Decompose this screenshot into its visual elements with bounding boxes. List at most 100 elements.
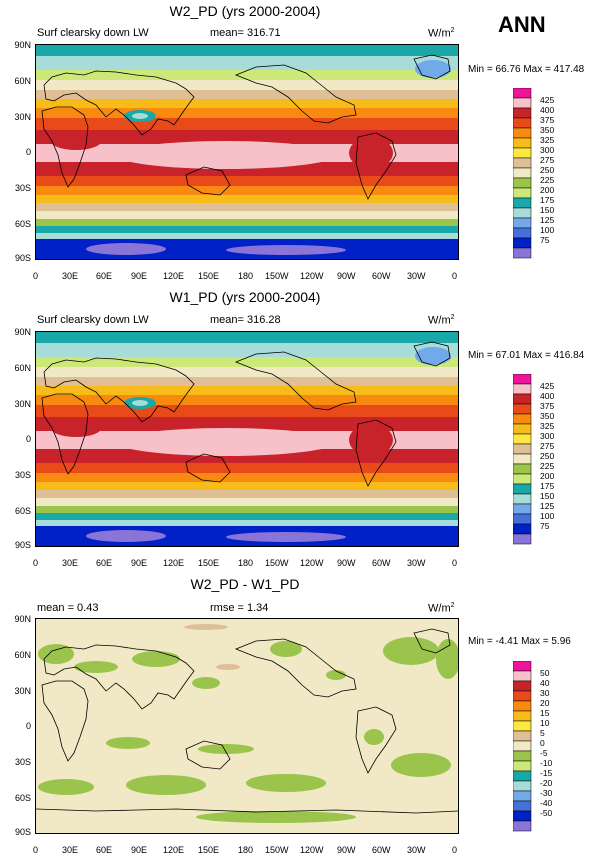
- colorbar-swatch: [512, 800, 532, 812]
- panel3-map: [35, 618, 459, 834]
- colorbar-level: -10: [540, 758, 553, 768]
- band: [36, 186, 458, 195]
- panel3-xtick: 0: [33, 845, 39, 855]
- colorbar-level: 40: [540, 678, 550, 688]
- band: [36, 80, 458, 90]
- diff-negative-patch: [270, 641, 302, 657]
- colorbar-level: 175: [540, 195, 555, 205]
- panel1-ytick: 90N: [14, 40, 31, 50]
- colorbar-swatch: [512, 167, 532, 179]
- colorbar-swatch: [512, 157, 532, 169]
- colorbar-level: 5: [540, 728, 545, 738]
- colorbar-swatch: [512, 187, 532, 199]
- amazon-high: [349, 137, 393, 169]
- panel2-map: [35, 331, 459, 547]
- diff-negative-patch: [126, 775, 206, 795]
- panel2-ytick: 90S: [14, 540, 31, 550]
- colorbar-level: 150: [540, 491, 555, 501]
- panel1-xtick: 180: [238, 271, 254, 281]
- panel3-map-svg: [36, 619, 458, 833]
- colorbar-swatch: [512, 780, 532, 792]
- colorbar-level: 30: [540, 688, 550, 698]
- panel2-xtick: 0: [33, 558, 39, 568]
- colorbar-swatch: [512, 503, 532, 515]
- colorbar-level: 100: [540, 225, 555, 235]
- band: [36, 226, 458, 233]
- panel1-xtick: 90W: [337, 271, 356, 281]
- greenland-low: [415, 347, 451, 365]
- panel3-title: W2_PD - W1_PD: [190, 576, 300, 592]
- colorbar-swatch: [512, 423, 532, 435]
- panel2-xtick: 150E: [198, 558, 220, 568]
- band: [36, 343, 458, 357]
- panel3-ytick: 60N: [14, 650, 31, 660]
- band: [36, 99, 458, 108]
- band: [36, 219, 458, 226]
- panel2-coastlines: [41, 341, 451, 487]
- panel1-xtick: 60E: [96, 271, 113, 281]
- panel2-colorbar: [512, 373, 593, 551]
- africa-high: [50, 130, 102, 150]
- diff-positive-patch: [216, 664, 240, 670]
- colorbar-level: -40: [540, 798, 553, 808]
- colorbar-level: 425: [540, 381, 555, 391]
- colorbar-swatch: [512, 127, 532, 139]
- band: [36, 377, 458, 386]
- panel3-minmax: Min = -4.41 Max = 5.96: [468, 636, 571, 647]
- band: [36, 70, 458, 80]
- colorbar-swatch: [512, 473, 532, 485]
- panel1-units: W/m2: [428, 27, 455, 40]
- africa-high: [50, 417, 102, 437]
- colorbar-level: 75: [540, 521, 550, 531]
- panel2-xtick: 60W: [372, 558, 391, 568]
- panel3-colorbar-svg: [512, 660, 532, 832]
- panel1-ytick: 30N: [14, 112, 31, 122]
- colorbar-swatch: [512, 750, 532, 762]
- panel2-xtick: 150W: [265, 558, 289, 568]
- band: [36, 513, 458, 520]
- colorbar-swatch: [512, 413, 532, 425]
- colorbar-level: 225: [540, 175, 555, 185]
- colorbar-swatch: [512, 247, 532, 259]
- colorbar-swatch: [512, 433, 532, 445]
- colorbar-level: 150: [540, 205, 555, 215]
- band: [36, 90, 458, 99]
- amazon-high: [349, 424, 393, 456]
- colorbar-swatch: [512, 147, 532, 159]
- panel1-colorbar-swatches: [512, 87, 532, 259]
- colorbar-swatch: [512, 493, 532, 505]
- colorbar-level: 125: [540, 215, 555, 225]
- colorbar-swatch: [512, 373, 532, 385]
- antarctic-low: [86, 243, 166, 255]
- panel1-coastlines: [41, 54, 451, 200]
- panel3-colorbar-swatches: [512, 660, 532, 832]
- colorbar-swatch: [512, 227, 532, 239]
- colorbar-swatch: [512, 463, 532, 475]
- colorbar-swatch: [512, 790, 532, 802]
- colorbar-swatch: [512, 207, 532, 219]
- colorbar-swatch: [512, 660, 532, 672]
- colorbar-swatch: [512, 820, 532, 832]
- colorbar-level: 400: [540, 105, 555, 115]
- panel1-xtick: 150E: [198, 271, 220, 281]
- panel3-ytick: 90S: [14, 827, 31, 837]
- panel2-colorbar-swatches: [512, 373, 532, 545]
- panel3-xtick: 60E: [96, 845, 113, 855]
- panel1-ytick: 90S: [14, 253, 31, 263]
- diff-negative-patch: [436, 639, 458, 679]
- colorbar-swatch: [512, 217, 532, 229]
- panel1-title: W2_PD (yrs 2000-2004): [169, 3, 321, 19]
- band: [36, 367, 458, 377]
- diff-negative-patch: [364, 729, 384, 745]
- colorbar-swatch: [512, 443, 532, 455]
- panel1-ytick: 30S: [14, 183, 31, 193]
- colorbar-level: 250: [540, 451, 555, 461]
- panel3-colorbar: [512, 660, 593, 838]
- panel1-minmax: Min = 66.76 Max = 417.48: [468, 64, 585, 75]
- colorbar-swatch: [512, 513, 532, 525]
- panel1-mean-label: mean= 316.71: [210, 27, 281, 39]
- colorbar-swatch: [512, 533, 532, 545]
- colorbar-level: 15: [540, 708, 550, 718]
- panel3-xtick: 120E: [163, 845, 185, 855]
- colorbar-swatch: [512, 523, 532, 535]
